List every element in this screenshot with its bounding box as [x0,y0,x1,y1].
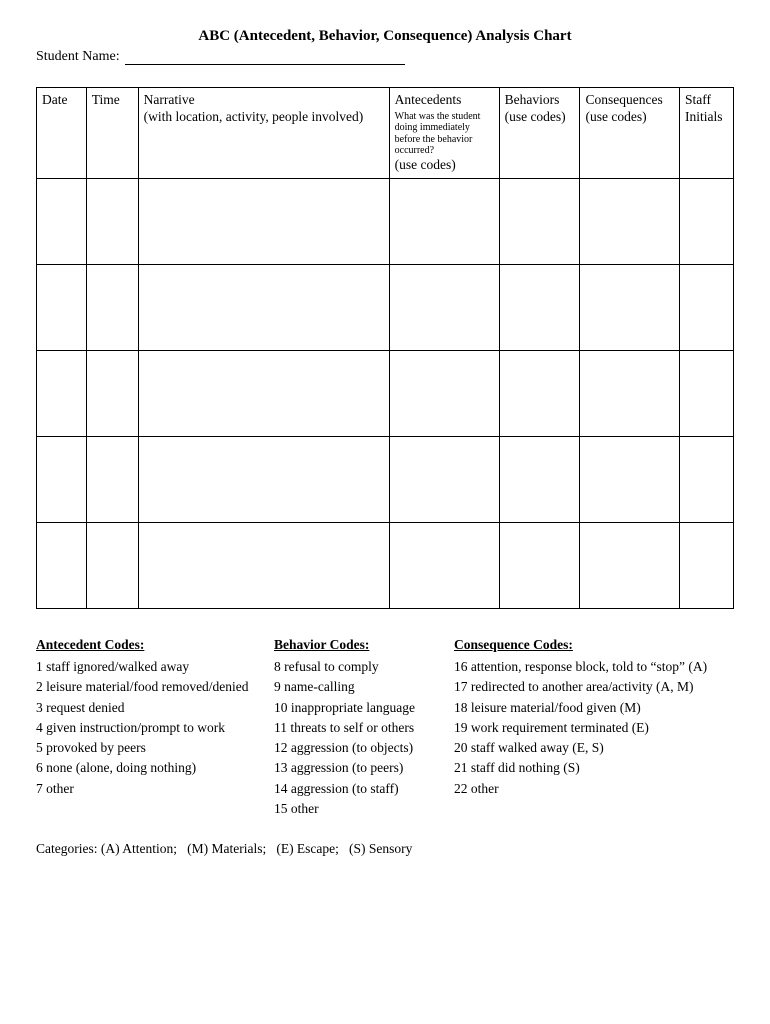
table-cell[interactable] [680,350,734,436]
table-cell[interactable] [86,522,138,608]
table-cell[interactable] [86,350,138,436]
code-item: 21 staff did nothing (S) [454,758,734,778]
table-header-cell: Narrative(with location, activity, peopl… [138,88,389,179]
table-cell[interactable] [499,178,580,264]
consequence-codes: Consequence Codes: 16 attention, respons… [454,635,734,819]
table-cell[interactable] [86,178,138,264]
table-cell[interactable] [138,178,389,264]
code-item: 19 work requirement terminated (E) [454,718,734,738]
table-cell[interactable] [389,350,499,436]
antecedent-codes-heading: Antecedent Codes: [36,635,274,655]
table-cell[interactable] [37,436,87,522]
code-item: 11 threats to self or others [274,718,454,738]
table-row [37,350,734,436]
code-item: 8 refusal to comply [274,657,454,677]
code-item: 13 aggression (to peers) [274,758,454,778]
table-cell[interactable] [37,178,87,264]
table-cell[interactable] [389,436,499,522]
table-row [37,264,734,350]
behavior-codes: Behavior Codes: 8 refusal to comply9 nam… [274,635,454,819]
table-cell[interactable] [680,522,734,608]
table-cell[interactable] [680,264,734,350]
code-item: 6 none (alone, doing nothing) [36,758,274,778]
table-cell[interactable] [389,522,499,608]
table-row [37,178,734,264]
table-cell[interactable] [138,264,389,350]
page-title: ABC (Antecedent, Behavior, Consequence) … [36,28,734,45]
code-item: 12 aggression (to objects) [274,738,454,758]
code-item: 18 leisure material/food given (M) [454,698,734,718]
table-row [37,522,734,608]
student-name-field: Student Name: [36,49,734,65]
code-item: 17 redirected to another area/activity (… [454,677,734,697]
table-cell[interactable] [389,264,499,350]
student-name-label: Student Name: [36,49,120,64]
code-item: 9 name-calling [274,677,454,697]
table-cell[interactable] [580,178,680,264]
code-item: 7 other [36,779,274,799]
code-item: 1 staff ignored/walked away [36,657,274,677]
table-cell[interactable] [499,522,580,608]
table-cell[interactable] [499,264,580,350]
code-item: 10 inappropriate language [274,698,454,718]
code-item: 16 attention, response block, told to “s… [454,657,734,677]
table-row [37,436,734,522]
code-item: 22 other [454,779,734,799]
table-header-cell: Time [86,88,138,179]
table-cell[interactable] [680,436,734,522]
table-cell[interactable] [580,436,680,522]
code-item: 4 given instruction/prompt to work [36,718,274,738]
table-header-row: DateTimeNarrative(with location, activit… [37,88,734,179]
page: ABC (Antecedent, Behavior, Consequence) … [0,0,770,897]
codes-section: Antecedent Codes: 1 staff ignored/walked… [36,635,734,819]
code-item: 15 other [274,799,454,819]
table-cell[interactable] [86,436,138,522]
code-item: 14 aggression (to staff) [274,779,454,799]
table-cell[interactable] [37,264,87,350]
table-header-cell: Behaviors(use codes) [499,88,580,179]
code-item: 20 staff walked away (E, S) [454,738,734,758]
table-cell[interactable] [580,522,680,608]
code-item: 2 leisure material/food removed/denied [36,677,274,697]
table-cell[interactable] [389,178,499,264]
table-header-cell: Staff Initials [680,88,734,179]
categories-line: Categories: (A) Attention; (M) Materials… [36,841,734,857]
code-item: 3 request denied [36,698,274,718]
table-cell[interactable] [86,264,138,350]
table-cell[interactable] [680,178,734,264]
behavior-codes-heading: Behavior Codes: [274,635,454,655]
table-cell[interactable] [580,350,680,436]
consequence-codes-heading: Consequence Codes: [454,635,734,655]
abc-table: DateTimeNarrative(with location, activit… [36,87,734,609]
table-cell[interactable] [580,264,680,350]
table-cell[interactable] [37,350,87,436]
table-header-cell: Date [37,88,87,179]
antecedent-codes: Antecedent Codes: 1 staff ignored/walked… [36,635,274,819]
table-header-cell: AntecedentsWhat was the student doing im… [389,88,499,179]
table-header-cell: Consequences(use codes) [580,88,680,179]
table-cell[interactable] [138,436,389,522]
student-name-blank[interactable] [125,64,405,65]
table-cell[interactable] [499,436,580,522]
table-cell[interactable] [138,522,389,608]
table-cell[interactable] [37,522,87,608]
table-cell[interactable] [499,350,580,436]
table-cell[interactable] [138,350,389,436]
code-item: 5 provoked by peers [36,738,274,758]
